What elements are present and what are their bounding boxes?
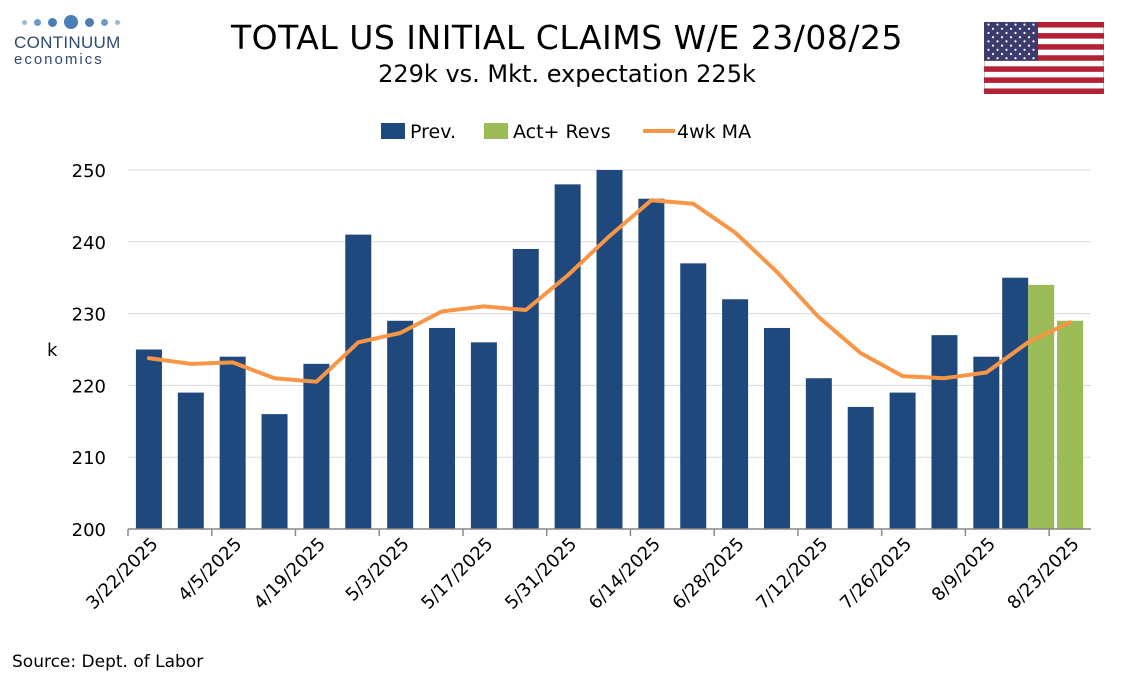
bar-prev bbox=[470, 342, 497, 529]
logo-dots-icon bbox=[22, 14, 134, 30]
bar-prev bbox=[847, 406, 874, 529]
bar-prev bbox=[805, 378, 832, 529]
x-tick-label: 4/5/2025 bbox=[174, 534, 246, 606]
bar-prev bbox=[135, 349, 162, 529]
bar-prev bbox=[429, 327, 456, 529]
bar-prev bbox=[387, 320, 414, 529]
bar-prev bbox=[931, 335, 958, 529]
y-axis-label: k bbox=[47, 340, 58, 361]
y-tick-label: 210 bbox=[72, 448, 106, 469]
x-tick-label: 8/9/2025 bbox=[928, 534, 1000, 606]
x-tick-label: 6/28/2025 bbox=[669, 534, 749, 614]
x-tick-label: 5/3/2025 bbox=[342, 534, 414, 606]
bar-prev bbox=[596, 170, 623, 529]
chart-title: TOTAL US INITIAL CLAIMS W/E 23/08/25 bbox=[231, 18, 903, 57]
bar-prev bbox=[512, 248, 539, 530]
continuum-logo: CONTINUUM economics bbox=[14, 14, 134, 68]
logo-name: CONTINUUM bbox=[14, 33, 121, 52]
bar-prev bbox=[177, 392, 204, 529]
x-tick-label: 8/23/2025 bbox=[1003, 534, 1083, 614]
x-tick-label: 5/31/2025 bbox=[501, 534, 581, 614]
y-tick-label: 240 bbox=[72, 233, 106, 254]
us-flag-icon bbox=[984, 22, 1104, 94]
x-tick-label: 7/12/2025 bbox=[752, 534, 832, 614]
bar-prev bbox=[261, 414, 288, 529]
chart-subtitle: 229k vs. Mkt. expectation 225k bbox=[378, 60, 756, 88]
x-tick-label: 4/19/2025 bbox=[250, 534, 330, 614]
y-tick-label: 220 bbox=[72, 376, 106, 397]
bar-prev bbox=[889, 392, 916, 529]
bar-prev bbox=[638, 198, 665, 529]
y-tick-label: 250 bbox=[72, 161, 106, 182]
legend-label-prev: Prev. bbox=[410, 121, 456, 143]
bar-actual bbox=[1028, 284, 1055, 529]
bar-prev bbox=[345, 234, 372, 529]
bar-prev bbox=[973, 356, 1000, 529]
bar-prev bbox=[554, 184, 581, 530]
x-tick-label: 5/17/2025 bbox=[417, 534, 497, 614]
y-tick-label: 200 bbox=[72, 520, 106, 541]
x-tick-label: 7/26/2025 bbox=[836, 534, 916, 614]
legend-swatch-prev bbox=[381, 123, 405, 139]
bar-actual bbox=[1057, 320, 1084, 529]
y-tick-label: 230 bbox=[72, 305, 106, 326]
legend-label-ma: 4wk MA bbox=[677, 121, 751, 143]
bar-prev bbox=[722, 299, 749, 529]
bar-prev bbox=[303, 363, 330, 529]
bar-prev bbox=[219, 356, 246, 529]
legend-label-actual: Act+ Revs bbox=[513, 121, 611, 143]
logo-subname: economics bbox=[14, 51, 104, 68]
line-4wk-ma bbox=[146, 198, 1073, 384]
legend-swatch-actual bbox=[484, 123, 508, 139]
x-tick-label: 6/14/2025 bbox=[585, 534, 665, 614]
source-note: Source: Dept. of Labor bbox=[12, 652, 204, 672]
bar-prev bbox=[680, 263, 707, 529]
bar-prev bbox=[763, 327, 790, 529]
x-tick-label: 3/22/2025 bbox=[82, 534, 162, 614]
bar-prev bbox=[1002, 277, 1029, 529]
